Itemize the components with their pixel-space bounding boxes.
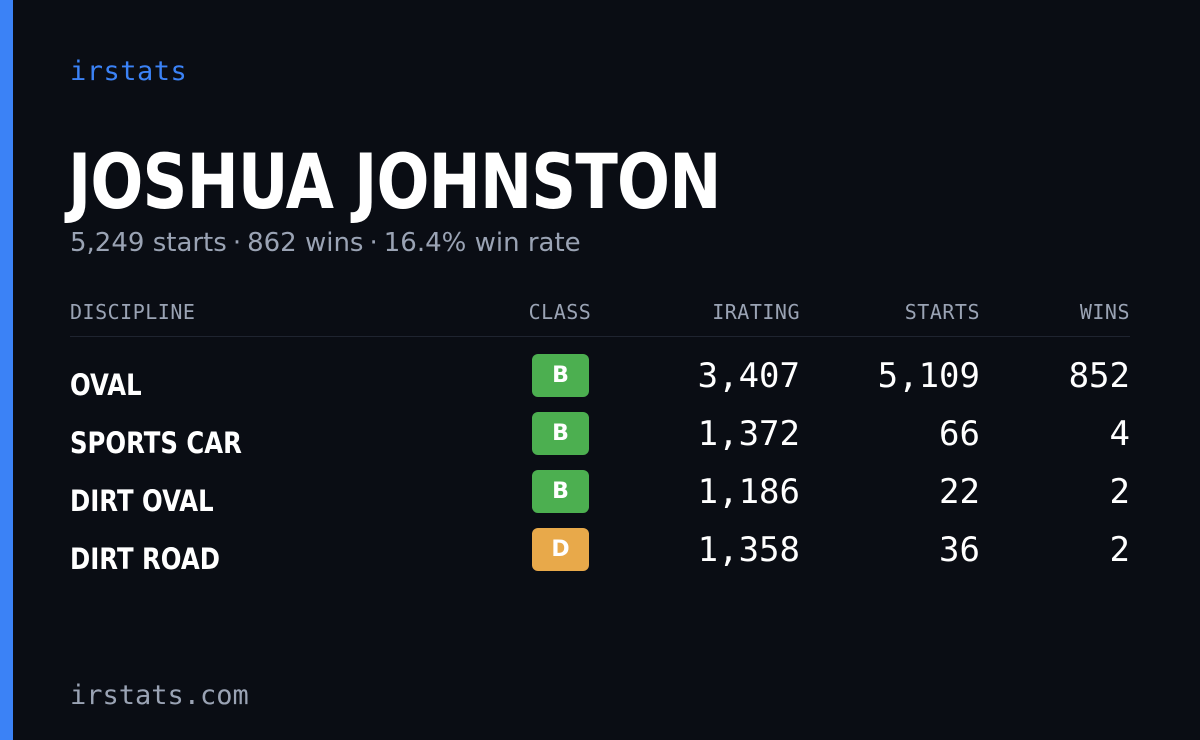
discipline-stats-table: DISCIPLINE CLASS IRATING STARTS WINS OVA… (70, 298, 1130, 576)
row-discipline: DIRT ROAD (70, 542, 220, 576)
header-class: CLASS (528, 300, 592, 324)
driver-name: JOSHUA JOHNSTON (68, 137, 721, 226)
table-row: SPORTS CAR B 1,372 66 4 (70, 412, 1130, 470)
row-irating: 1,372 (697, 414, 800, 454)
table-header: DISCIPLINE CLASS IRATING STARTS WINS (70, 298, 1130, 337)
row-irating: 3,407 (697, 356, 800, 396)
table-row: DIRT ROAD D 1,358 36 2 (70, 528, 1130, 586)
row-starts: 36 (939, 530, 980, 570)
class-badge: B (532, 354, 589, 397)
row-wins: 852 (1068, 356, 1130, 396)
footer-site-url[interactable]: irstats.com (70, 680, 249, 711)
row-irating: 1,358 (697, 530, 800, 570)
summary-win-rate: 16.4% win rate (383, 228, 581, 258)
row-starts: 66 (939, 414, 980, 454)
row-irating: 1,186 (697, 472, 800, 512)
header-starts: STARTS (904, 300, 980, 324)
header-wins: WINS (1079, 300, 1130, 324)
row-starts: 5,109 (877, 356, 980, 396)
row-discipline: DIRT OVAL (70, 484, 214, 518)
driver-summary: 5,249 starts · 862 wins · 16.4% win rate (70, 228, 581, 258)
row-wins: 4 (1109, 414, 1130, 454)
accent-bar (0, 0, 13, 740)
summary-separator: · (232, 228, 242, 258)
table-row: OVAL B 3,407 5,109 852 (70, 354, 1130, 412)
summary-separator: · (369, 228, 378, 258)
header-discipline: DISCIPLINE (70, 300, 196, 324)
class-badge: D (532, 528, 589, 571)
summary-starts: 5,249 starts (70, 228, 227, 258)
class-badge: B (532, 470, 589, 513)
header-irating: IRATING (712, 300, 800, 324)
row-discipline: OVAL (70, 368, 142, 402)
row-wins: 2 (1109, 472, 1130, 512)
row-discipline: SPORTS CAR (70, 426, 242, 460)
row-wins: 2 (1109, 530, 1130, 570)
brand-logo-text[interactable]: irstats (70, 56, 188, 87)
summary-wins: 862 wins (247, 228, 364, 258)
table-row: DIRT OVAL B 1,186 22 2 (70, 470, 1130, 528)
row-starts: 22 (939, 472, 980, 512)
class-badge: B (532, 412, 589, 455)
